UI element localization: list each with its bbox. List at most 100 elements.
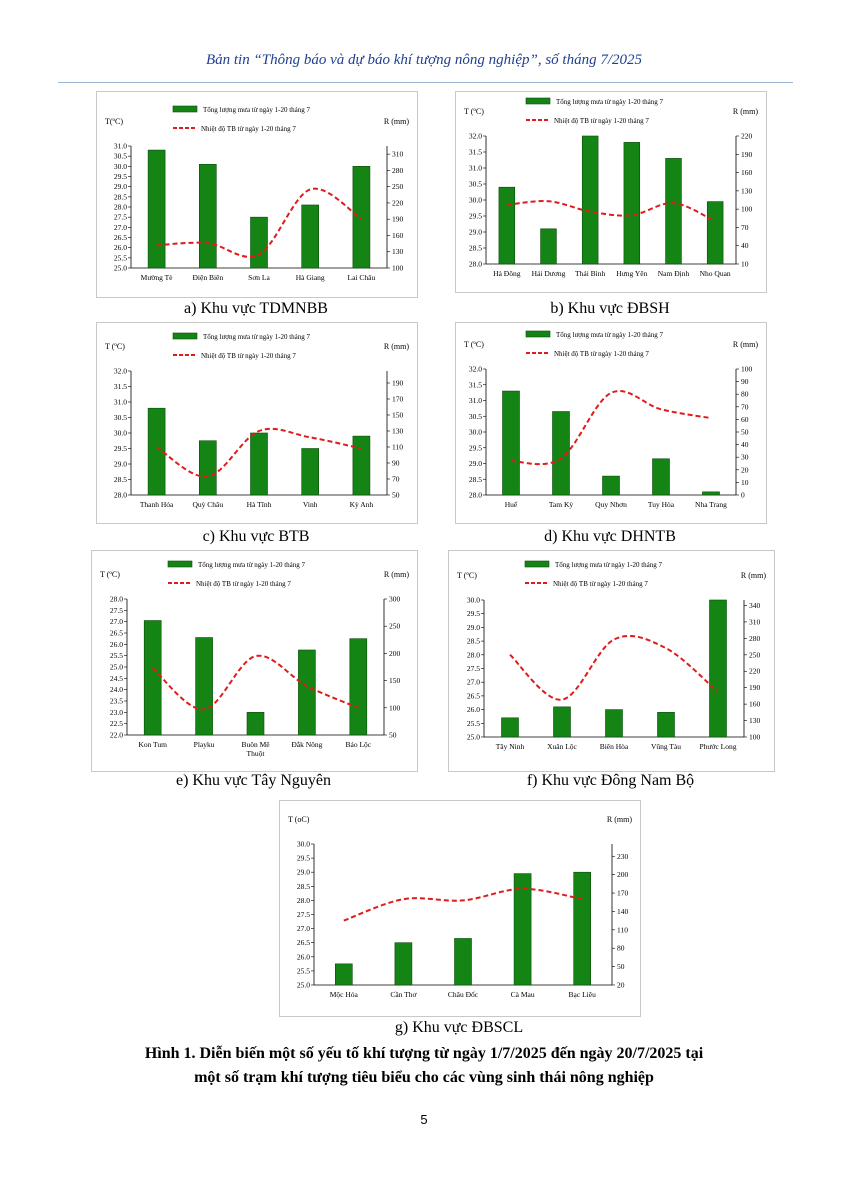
y-axis-right-title: R (mm) xyxy=(741,571,766,580)
y-left-tick-label: 28.0 xyxy=(469,260,482,269)
y-left-tick-label: 27.5 xyxy=(110,606,123,615)
rain-bar xyxy=(623,142,641,265)
y-left-tick-label: 24.5 xyxy=(110,674,123,683)
legend-bar-swatch xyxy=(172,332,198,340)
legend-bar-label: Tổng lượng mưa từ ngày 1-20 tháng 7 xyxy=(198,561,306,569)
x-tick-label: Mường Tè xyxy=(141,273,174,282)
x-tick-label: Vinh xyxy=(303,500,318,509)
x-tick-label: Đắk Nông xyxy=(291,740,322,749)
rain-bar xyxy=(199,440,217,496)
y-right-tick-label: 100 xyxy=(749,733,761,742)
y-right-tick-label: 160 xyxy=(741,168,753,177)
legend-bar-label: Tổng lượng mưa từ ngày 1-20 tháng 7 xyxy=(203,106,311,114)
y-left-tick-label: 25.0 xyxy=(110,663,123,672)
y-left-tick-label: 32.0 xyxy=(469,132,482,141)
rain-bar xyxy=(573,871,592,986)
figure-title: Hình 1. Diễn biến một số yếu tố khí tượn… xyxy=(40,1042,808,1090)
x-tick-label: Xuân Lộc xyxy=(547,742,577,751)
chart-panel-dbscl: T (oC) R (mm) 25.0 25.5 26.0 26.5 27.0 27.5 28.0… xyxy=(279,800,641,1017)
caption-g: g) Khu vực ĐBSCL xyxy=(394,1019,524,1036)
y-right-tick-label: 130 xyxy=(741,186,753,195)
rain-bar xyxy=(501,717,519,738)
y-left-tick-label: 26.0 xyxy=(114,243,127,252)
y-right-tick-label: 70 xyxy=(741,223,749,232)
x-tick-label: Lai Châu xyxy=(348,273,376,282)
rain-bar xyxy=(394,942,413,986)
y-right-tick-label: 110 xyxy=(392,443,403,452)
y-left-tick-label: 26.5 xyxy=(467,691,480,700)
y-left-tick-label: 28.0 xyxy=(469,491,482,500)
y-right-tick-label: 130 xyxy=(749,716,761,725)
y-right-tick-label: 130 xyxy=(392,247,404,256)
y-right-tick-label: 130 xyxy=(392,427,404,436)
y-right-tick-label: 90 xyxy=(392,459,400,468)
x-tick-label: Playku xyxy=(194,740,215,749)
y-right-tick-label: 230 xyxy=(617,852,629,861)
y-right-tick-label: 90 xyxy=(741,377,749,386)
y-left-tick-label: 27.0 xyxy=(467,678,480,687)
legend-bar-swatch xyxy=(524,560,550,568)
x-tick-label: Nam Định xyxy=(658,269,690,278)
y-axis-right-title: R (mm) xyxy=(733,107,758,116)
header-divider xyxy=(58,82,793,83)
y-left-tick-label: 31.5 xyxy=(114,382,127,391)
y-left-tick-label: 31.0 xyxy=(114,398,127,407)
y-right-tick-label: 140 xyxy=(617,907,629,916)
legend-bar-swatch xyxy=(172,105,198,113)
x-tick-label: Kỳ Anh xyxy=(350,500,374,509)
y-right-tick-label: 70 xyxy=(392,475,400,484)
rain-bar xyxy=(147,407,166,496)
y-right-tick-label: 80 xyxy=(741,390,749,399)
y-right-tick-label: 190 xyxy=(392,379,404,388)
y-left-tick-label: 28.0 xyxy=(297,896,310,905)
x-tick-label: Nho Quan xyxy=(700,269,731,278)
y-left-tick-label: 30.0 xyxy=(469,428,482,437)
x-tick-label: Tây Ninh xyxy=(496,742,525,751)
y-axis-right-title: R (mm) xyxy=(384,117,409,126)
y-left-tick-label: 30.5 xyxy=(114,413,127,422)
y-right-tick-label: 340 xyxy=(749,601,761,610)
y-left-tick-label: 28.0 xyxy=(114,203,127,212)
y-left-tick-label: 25.5 xyxy=(297,966,310,975)
x-tick-label: Tuy Hòa xyxy=(648,500,675,509)
rain-bar xyxy=(195,637,213,736)
chart-svg-f: T (ºC) R (mm) Tổng lượng mưa từ ngày 1-20 … xyxy=(457,560,766,751)
rain-bar xyxy=(352,166,371,269)
rain-bar xyxy=(250,432,268,496)
y-left-tick-label: 30.5 xyxy=(469,180,482,189)
x-tick-label: Mộc Hóa xyxy=(330,990,359,999)
rain-bar xyxy=(298,649,316,736)
y-left-tick-label: 28.0 xyxy=(110,595,123,604)
temperature-line xyxy=(510,390,712,466)
chart-svg-d: T (ºC) R (mm) Tổng lượng mưa từ ngày 1-20 … xyxy=(464,330,758,509)
rain-bar xyxy=(498,186,516,265)
y-axis-left-title: T (ºC) xyxy=(457,571,477,580)
rain-bar xyxy=(702,491,720,496)
y-left-tick-label: 30.0 xyxy=(114,162,127,171)
chart-panel-dong-nam-bo: T (ºC) R (mm) Tổng lượng mưa từ ngày 1-20 … xyxy=(448,550,775,772)
y-left-tick-label: 29.0 xyxy=(114,460,127,469)
y-left-tick-label: 31.0 xyxy=(114,142,127,151)
x-tick-label: Cà Mau xyxy=(511,990,535,999)
rain-bar xyxy=(301,448,319,496)
temperature-line xyxy=(343,887,583,922)
y-right-tick-label: 310 xyxy=(392,150,404,159)
y-left-tick-label: 28.5 xyxy=(114,192,127,201)
y-left-tick-label: 29.5 xyxy=(114,444,127,453)
y-right-tick-label: 170 xyxy=(392,395,404,404)
y-right-tick-label: 150 xyxy=(389,676,401,685)
caption-a: a) Khu vực TDMNBB xyxy=(184,300,328,317)
x-tick-label: Hưng Yên xyxy=(616,269,647,278)
y-right-tick-label: 100 xyxy=(389,703,401,712)
y-axis-left-title: T(ºC) xyxy=(105,117,123,126)
y-right-tick-label: 0 xyxy=(741,491,745,500)
y-left-tick-label: 25.0 xyxy=(467,733,480,742)
y-right-tick-label: 190 xyxy=(392,215,404,224)
legend-bar-label: Tổng lượng mưa từ ngày 1-20 tháng 7 xyxy=(556,98,664,106)
y-right-tick-label: 10 xyxy=(741,478,749,487)
legend-line-label: Nhiệt độ TB từ ngày 1-20 tháng 7 xyxy=(554,350,649,358)
y-left-tick-label: 29.0 xyxy=(469,459,482,468)
caption-d: d) Khu vực DHNTB xyxy=(544,528,676,545)
rain-bar xyxy=(657,712,675,738)
figure-title-line-1: Hình 1. Diễn biến một số yếu tố khí tượn… xyxy=(144,1045,704,1062)
